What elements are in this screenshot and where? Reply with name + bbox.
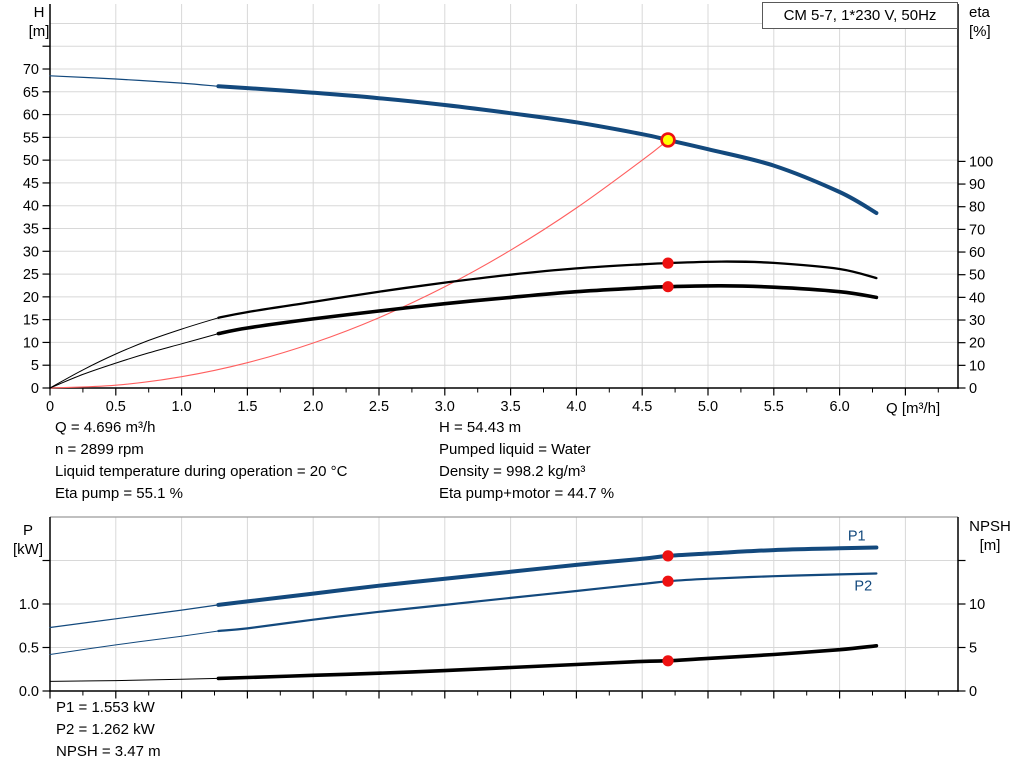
eta-pump-motor-curve-thin [49,333,219,389]
y-left-tick-label: 35 [23,222,39,238]
x-tick-label: 3.0 [435,399,455,415]
eta-axis-title: eta [969,4,990,21]
y-right-tick-label: 10 [969,358,985,374]
curve-label-p1: P1 [848,528,866,544]
y-left-tick-label: 55 [23,130,39,146]
power-info: P1 = 1.553 kW P2 = 1.262 kW NPSH = 3.47 … [56,697,161,763]
h-curve-thin [49,75,219,87]
npsh-axis-label: NPSH [m] [962,517,1018,555]
info-pumped-liquid: Pumped liquid = Water [439,441,591,458]
y-left-tick-label: 15 [23,313,39,329]
eta-pump-motor-point [662,281,674,293]
p-axis-title: P [22,522,33,539]
head-efficiency-chart: 0 0.5 1.0 1.5 2.0 2.5 3.0 3.5 4.0 4.5 5.0 5.5 6.0 0 5 1… [23,4,993,415]
p1-curve [216,545,879,607]
y-left-tick-label: 25 [23,267,39,283]
y-right-tick-label: 30 [969,313,985,329]
npsh-point [662,655,674,667]
y-right-tick-label: 100 [969,154,993,170]
duty-info-left: Q = 4.696 m³/h n = 2899 rpm Liquid tempe… [55,417,347,505]
info-eta-pump-value: Eta pump = 55.1 % [55,485,183,502]
x-tick-label: 6.0 [830,399,850,415]
pump-model-title: CM 5-7, 1*230 V, 50Hz [762,2,958,29]
h-axis-title: H [33,4,45,21]
y-right-tick-label: 0 [969,684,977,700]
y-right-tick-label: 0 [969,381,977,397]
info-liquid-temperature: Liquid temperature during operation = 20… [55,463,348,480]
y-right-tick-label: 50 [969,268,985,284]
p2-curve-thin [49,630,219,655]
y-left-tick-label: 30 [23,244,39,260]
x-tick-label: 1.5 [237,399,257,415]
h-axis-label: H [m] [22,3,56,41]
y-left-tick-label: 10 [23,335,39,351]
eta-pump-curve [217,260,878,319]
p-axis-label: P [kW] [6,521,50,559]
y-left-tick-label: 0 [31,381,39,397]
y-left-tick-label: 20 [23,290,39,306]
y-left-tick-label: 60 [23,108,39,124]
y-right-tick-label: 90 [969,177,985,193]
y-left-tick-label: 0.0 [19,684,39,700]
npsh-axis-unit: [m] [979,537,1001,554]
y-left-tick-label: 1.0 [19,597,39,613]
p2-curve [217,572,878,633]
info-density-value: Density = 998.2 kg/m³ [439,463,586,480]
info-p2-value: P2 = 1.262 kW [56,721,155,738]
x-tick-label: 5.0 [698,399,718,415]
h-curve [216,84,879,215]
curve-label-p2: P2 [854,579,872,595]
npsh-curve [216,644,879,681]
y-right-tick-label: 60 [969,245,985,261]
p1-curve-thin [49,604,219,629]
x-tick-label: 2.5 [369,399,389,415]
y-left-tick-label: 40 [23,199,39,215]
y-left-tick-label: 65 [23,85,39,101]
eta-axis-label: eta [%] [969,3,1019,41]
p2-point [662,575,674,587]
npsh-curve-thin [49,677,219,682]
y-left-tick-label: 50 [23,153,39,169]
info-q-value: Q = 4.696 m³/h [55,419,156,436]
info-h-value: H = 54.43 m [439,419,522,436]
q-axis-label: Q [m³/h] [886,400,941,417]
x-tick-label: 3.5 [501,399,521,415]
info-eta-pump-motor-value: Eta pump+motor = 44.7 % [439,485,615,502]
y-right-tick-label: 10 [969,597,985,613]
eta-pump-motor-curve [216,283,879,336]
y-left-tick-label: 70 [23,62,39,78]
x-tick-label: 0 [46,399,54,415]
info-npsh-value: NPSH = 3.47 m [56,743,161,760]
y-left-tick-label: 5 [31,358,39,374]
y-right-tick-label: 80 [969,200,985,216]
y-left-tick-label: 0.5 [19,641,39,657]
x-tick-label: 1.0 [172,399,192,415]
p1-point [662,550,674,562]
x-tick-label: 2.0 [303,399,323,415]
duty-point[interactable] [660,132,676,148]
x-tick-label: 5.5 [764,399,784,415]
eta-axis-unit: [%] [969,23,991,40]
duty-info-right: H = 54.43 m Pumped liquid = Water Densit… [439,417,614,505]
eta-pump-point [662,257,674,269]
y-right-tick-label: 40 [969,290,985,306]
info-speed-value: n = 2899 rpm [55,441,144,458]
x-tick-label: 0.5 [106,399,126,415]
y-right-tick-label: 70 [969,222,985,238]
x-tick-label: 4.0 [566,399,586,415]
power-npsh-chart: 0.0 0.5 1.0 0 5 10 P1 P2 [19,516,985,700]
eta-pump-curve-thin [49,317,219,389]
npsh-axis-title: NPSH [969,518,1011,535]
info-p1-value: P1 = 1.553 kW [56,699,155,716]
y-right-tick-label: 20 [969,336,985,352]
y-left-tick-label: 45 [23,176,39,192]
y-right-tick-label: 5 [969,641,977,657]
system-curve [49,139,669,389]
x-tick-label: 4.5 [632,399,652,415]
h-axis-unit: [m] [28,23,50,40]
p-axis-unit: [kW] [13,541,43,558]
